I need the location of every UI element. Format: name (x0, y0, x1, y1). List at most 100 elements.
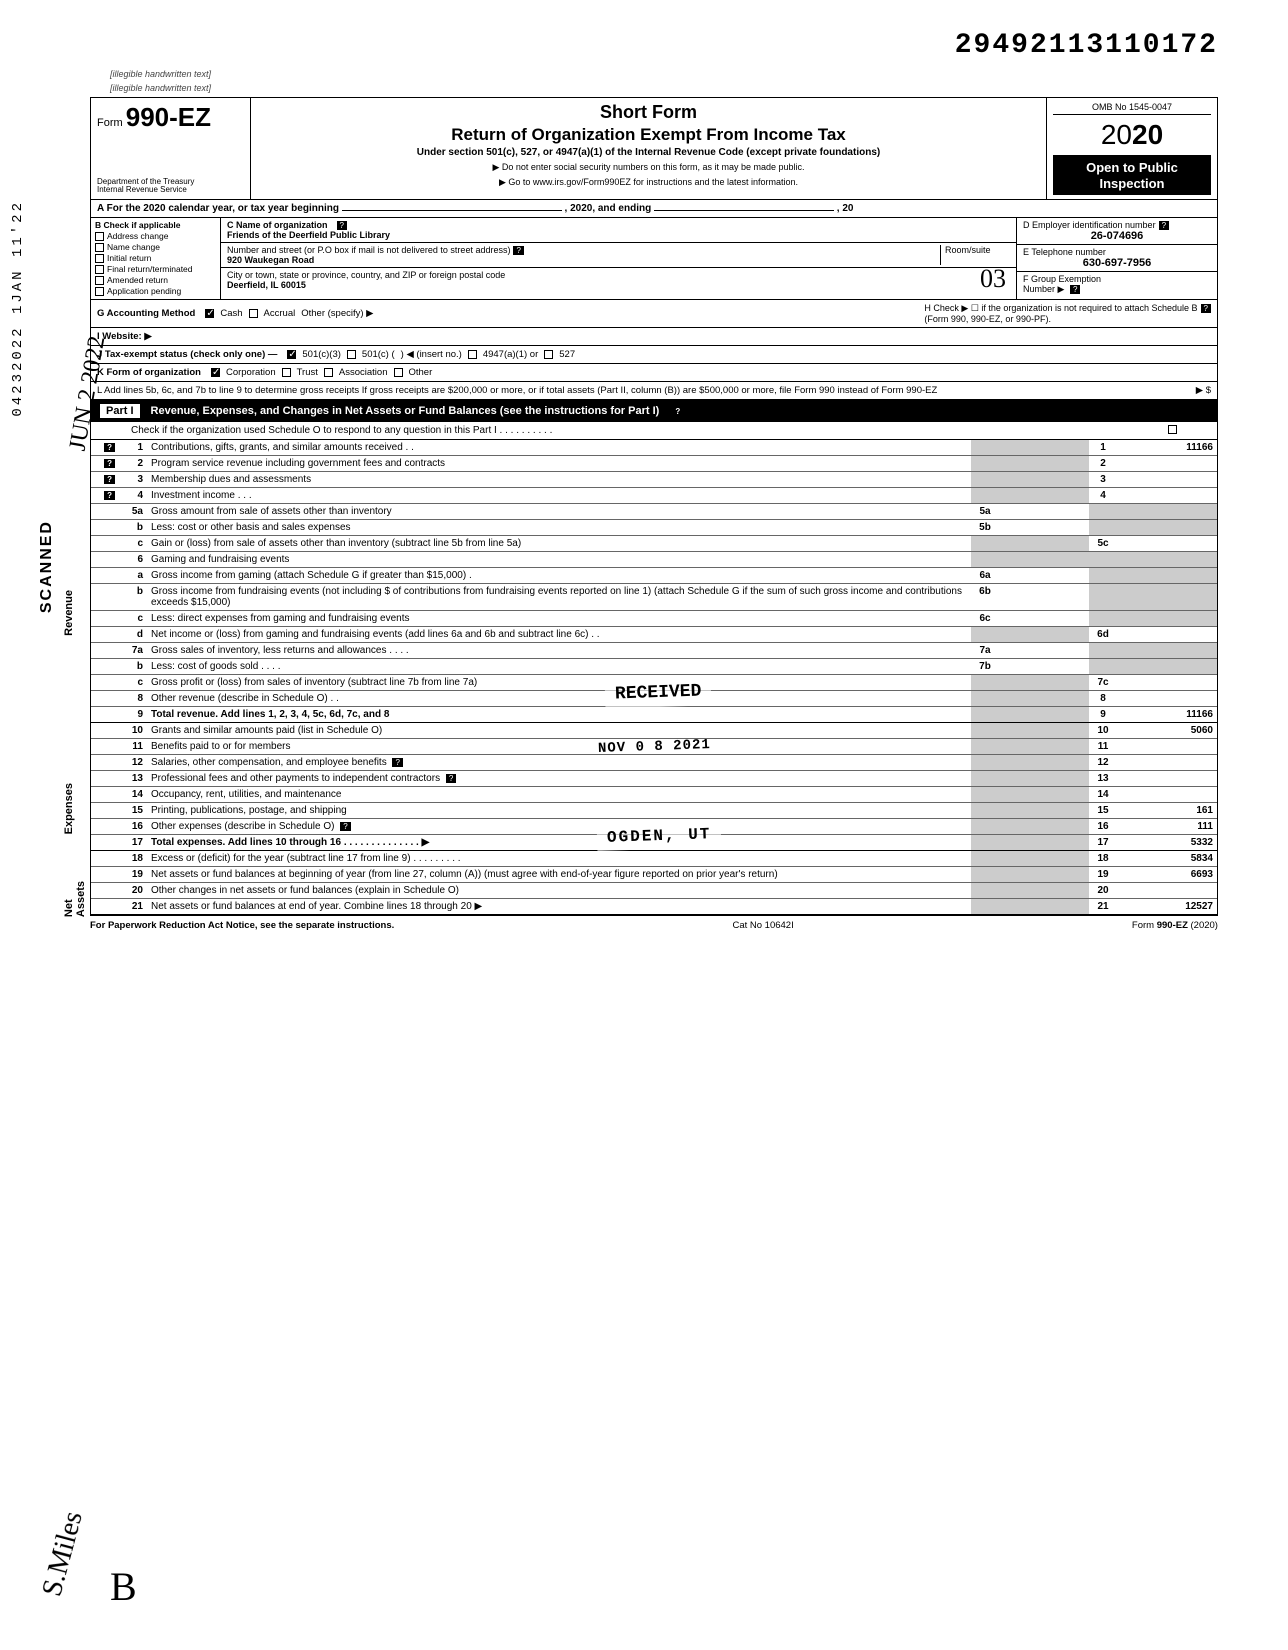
year-suffix: 20 (1132, 119, 1163, 150)
lbl-assoc: Association (339, 367, 388, 378)
line-desc: Printing, publications, postage, and shi… (147, 803, 971, 819)
end-num: 5c (1089, 536, 1117, 552)
help-icon[interactable]: ? (104, 459, 115, 468)
chk-app-pending[interactable] (95, 287, 104, 296)
line-value (1117, 883, 1217, 899)
scanned-stamp: SCANNED (38, 520, 56, 613)
chk-name-change[interactable] (95, 243, 104, 252)
mid-num: 5b (971, 520, 999, 536)
lbl-address-change: Address change (107, 231, 168, 241)
line-value: 11166 (1117, 707, 1217, 723)
help-icon[interactable]: ? (392, 758, 402, 767)
table-row: ?2Program service revenue including gove… (91, 456, 1217, 472)
line-num: 7a (119, 643, 147, 659)
line-num: 6 (119, 552, 147, 568)
room-label: Room/suite (945, 245, 991, 255)
line-desc: Less: direct expenses from gaming and fu… (147, 611, 971, 627)
line-desc: Less: cost or other basis and sales expe… (147, 520, 971, 536)
chk-initial-return[interactable] (95, 254, 104, 263)
line-value (1117, 787, 1217, 803)
help-icon[interactable]: ? (1070, 285, 1080, 294)
table-row: 15Printing, publications, postage, and s… (91, 803, 1217, 819)
chk-association[interactable] (324, 368, 333, 377)
open-line1: Open to Public (1055, 160, 1209, 176)
chk-501c[interactable] (347, 350, 356, 359)
col-b-header: B Check if applicable (95, 220, 216, 230)
end-num: 16 (1089, 819, 1117, 835)
chk-4947[interactable] (468, 350, 477, 359)
chk-amended[interactable] (95, 276, 104, 285)
main-title: Return of Organization Exempt From Incom… (259, 125, 1038, 145)
line-num: 8 (119, 691, 147, 707)
row-l-arrow: ▶ $ (1196, 385, 1211, 396)
chk-501c3[interactable] (287, 350, 296, 359)
help-icon[interactable]: ? (104, 475, 115, 484)
chk-schedule-o[interactable] (1168, 425, 1177, 434)
help-icon[interactable]: ? (337, 221, 347, 230)
table-row: cGross profit or (loss) from sales of in… (91, 675, 1217, 691)
table-row: 8Other revenue (describe in Schedule O) … (91, 691, 1217, 707)
lbl-501c3: 501(c)(3) (302, 349, 341, 360)
line-num: 10 (119, 723, 147, 739)
row-g-label: G Accounting Method (97, 308, 195, 319)
form-number: 990-EZ (126, 102, 211, 132)
table-row: ?3Membership dues and assessments3 (91, 472, 1217, 488)
chk-cash[interactable] (205, 309, 214, 318)
end-num: 13 (1089, 771, 1117, 787)
line-num: 19 (119, 867, 147, 883)
lbl-amended: Amended return (107, 275, 168, 285)
end-num: 6d (1089, 627, 1117, 643)
help-icon[interactable]: ? (1159, 221, 1169, 230)
help-icon[interactable]: ? (340, 822, 350, 831)
line-num: 21 (119, 899, 147, 915)
chk-other-org[interactable] (394, 368, 403, 377)
mid-num: 5a (971, 504, 999, 520)
chk-accrual[interactable] (249, 309, 258, 318)
end-num: 8 (1089, 691, 1117, 707)
part-1-sub: Check if the organization used Schedule … (91, 422, 1217, 440)
dln-stamp: 04232022 1JAN 11'22 (10, 200, 26, 417)
mid-val (999, 611, 1089, 627)
line-desc: Total revenue. Add lines 1, 2, 3, 4, 5c,… (151, 709, 389, 720)
table-row: 20Other changes in net assets or fund ba… (91, 883, 1217, 899)
mid-val (999, 520, 1089, 536)
mid-num: 7b (971, 659, 999, 675)
help-icon[interactable]: ? (672, 407, 683, 416)
help-icon[interactable]: ? (104, 491, 115, 500)
table-row: 13Professional fees and other payments t… (91, 771, 1217, 787)
line-desc: Net income or (loss) from gaming and fun… (147, 627, 971, 643)
help-icon[interactable]: ? (1201, 304, 1211, 313)
col-c-org-info: C Name of organization? Friends of the D… (221, 218, 1017, 299)
open-to-public: Open to Public Inspection (1053, 156, 1211, 195)
table-row: ?1Contributions, gifts, grants, and simi… (91, 440, 1217, 456)
group-label2: Number ▶ (1023, 284, 1064, 294)
table-row: 18Excess or (deficit) for the year (subt… (91, 851, 1217, 867)
city-label: City or town, state or province, country… (227, 270, 505, 280)
net-assets-label: Net Assets (63, 881, 87, 917)
table-row: cGain or (loss) from sale of assets othe… (91, 536, 1217, 552)
table-row: 10Grants and similar amounts paid (list … (91, 723, 1217, 739)
footer-mid: Cat No 10642I (732, 920, 793, 931)
line-desc: Gross income from fundraising events (no… (147, 584, 971, 611)
end-num: 11 (1089, 739, 1117, 755)
form-container: Form 990-EZ Department of the Treasury I… (90, 97, 1218, 916)
chk-527[interactable] (544, 350, 553, 359)
chk-address-change[interactable] (95, 232, 104, 241)
help-icon[interactable]: ? (513, 246, 523, 255)
help-icon[interactable]: ? (446, 774, 456, 783)
page-footer: For Paperwork Reduction Act Notice, see … (90, 916, 1218, 935)
line-num: 4 (119, 488, 147, 504)
line-value (1117, 472, 1217, 488)
chk-trust[interactable] (282, 368, 291, 377)
row-h: H Check ▶ ☐ if the organization is not r… (924, 303, 1211, 324)
help-icon[interactable]: ? (104, 443, 115, 452)
lbl-4947: 4947(a)(1) or (483, 349, 538, 360)
lbl-accrual: Accrual (264, 308, 296, 319)
line-desc: Gross profit or (loss) from sales of inv… (151, 677, 477, 688)
chk-final-return[interactable] (95, 265, 104, 274)
handwritten-signature: S.Miles (37, 1508, 90, 1600)
open-line2: Inspection (1055, 176, 1209, 192)
chk-corporation[interactable] (211, 368, 220, 377)
line-num: b (119, 520, 147, 536)
lines-table: ?1Contributions, gifts, grants, and simi… (91, 440, 1217, 723)
